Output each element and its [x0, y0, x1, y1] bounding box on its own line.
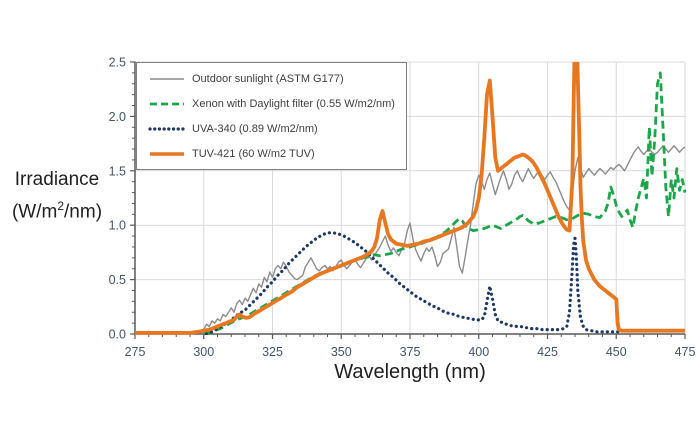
y-axis-title-line2: (W/m2/nm) — [11, 199, 103, 223]
svg-text:325: 325 — [262, 345, 283, 359]
series-line-sunlight — [192, 145, 686, 335]
svg-text:0.0: 0.0 — [109, 328, 126, 342]
x-tick-labels: 275 300 325 350 375 400 425 450 475 — [125, 345, 696, 359]
axis-ticks — [130, 61, 686, 339]
legend-line-sample-sunlight — [150, 77, 184, 80]
svg-text:350: 350 — [331, 345, 352, 359]
legend-label: Xenon with Daylight filter (0.55 W/m2/nm… — [192, 97, 395, 110]
svg-text:400: 400 — [468, 345, 489, 359]
svg-text:275: 275 — [125, 345, 146, 359]
series-line-tuv421 — [135, 62, 685, 335]
legend-line-sample-xenon — [150, 102, 184, 105]
svg-text:450: 450 — [606, 345, 627, 359]
y-axis-title-line1: Irradiance — [14, 169, 100, 190]
svg-text:1.0: 1.0 — [109, 219, 126, 233]
svg-text:1.5: 1.5 — [109, 164, 126, 178]
svg-text:2.5: 2.5 — [109, 56, 126, 70]
legend-line-sample-tuv421 — [150, 151, 184, 156]
legend-item-tuv421: TUV-421 (60 W/m2 TUV) — [148, 143, 406, 165]
y-axis-title: Irradiance (W/m2/nm) — [0, 166, 114, 225]
series-line-uva340 — [204, 231, 621, 335]
svg-text:375: 375 — [400, 345, 421, 359]
legend-item-uva340: UVA-340 (0.89 W/m2/nm) — [148, 118, 406, 140]
legend-label: TUV-421 (60 W/m2 TUV) — [192, 147, 315, 160]
legend-label: Outdoor sunlight (ASTM G177) — [192, 72, 344, 85]
x-axis-title: Wavelength (nm) — [334, 361, 486, 383]
legend-item-outdoor-sunlight: Outdoor sunlight (ASTM G177) — [148, 68, 406, 90]
svg-text:475: 475 — [675, 345, 696, 359]
svg-text:300: 300 — [193, 345, 214, 359]
legend: Outdoor sunlight (ASTM G177) Xenon with … — [136, 62, 407, 170]
y-tick-labels: 0.0 0.5 1.0 1.5 2.0 2.5 — [109, 56, 126, 342]
svg-text:0.5: 0.5 — [109, 273, 126, 287]
legend-item-xenon: Xenon with Daylight filter (0.55 W/m2/nm… — [148, 93, 406, 115]
legend-line-sample-uva340 — [148, 126, 186, 131]
svg-text:2.0: 2.0 — [109, 110, 126, 124]
svg-text:425: 425 — [537, 345, 558, 359]
legend-label: UVA-340 (0.89 W/m2/nm) — [192, 122, 318, 135]
series-line-xenon — [203, 71, 686, 335]
